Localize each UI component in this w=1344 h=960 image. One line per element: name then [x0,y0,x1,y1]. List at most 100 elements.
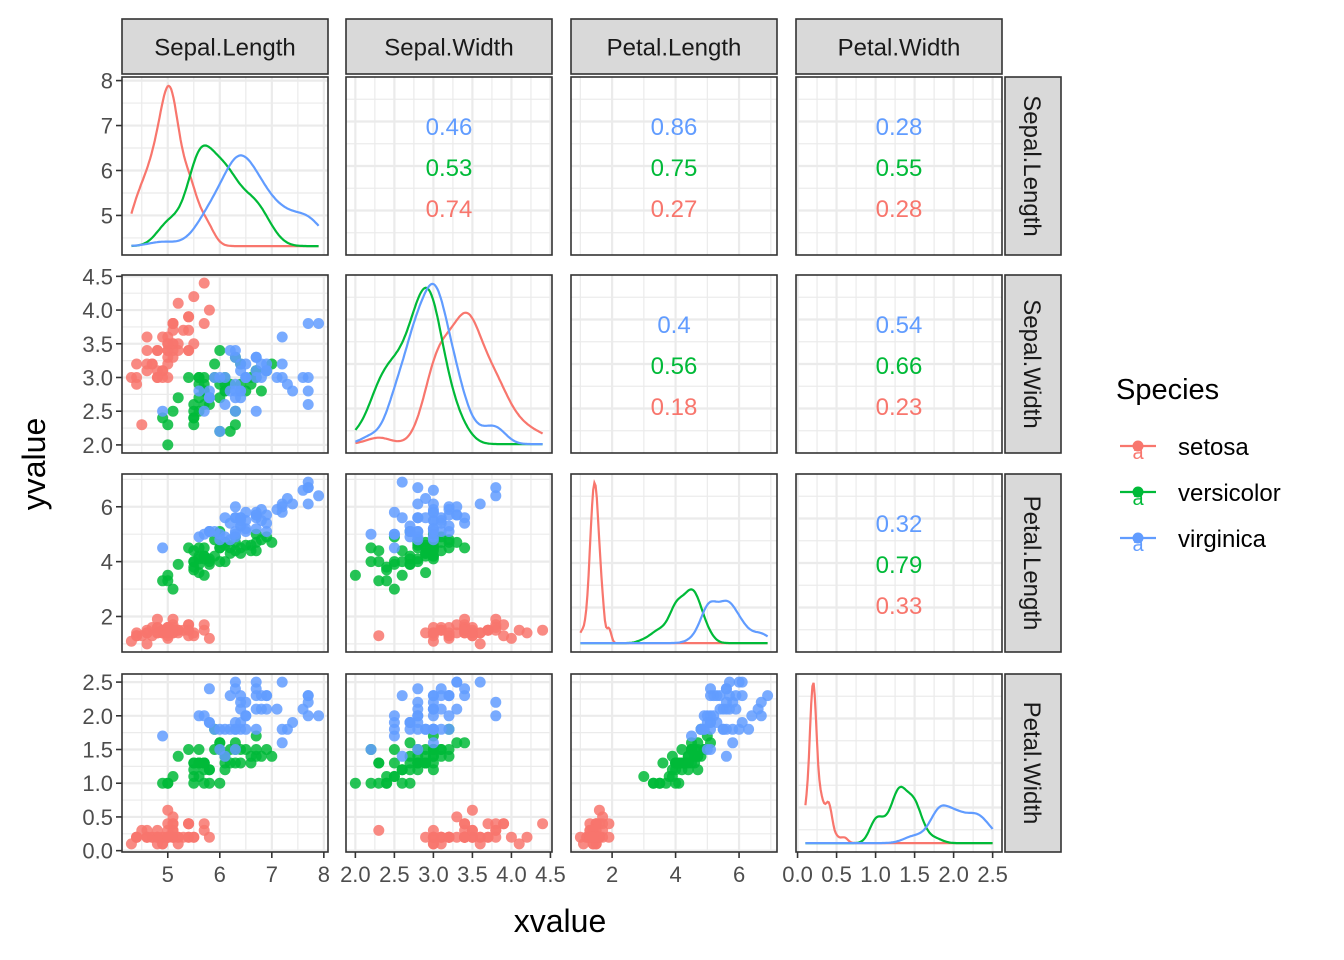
scatter-point-virginica [443,710,455,722]
scatter-point-virginica [427,498,439,510]
scatter-point-virginica [490,710,502,722]
scatter-point-versicolor [193,744,205,755]
scatter-point-virginica [705,723,716,735]
y-tick-label: 4 [101,550,113,575]
scatter-point-setosa [131,630,143,642]
y-tick-label: 2.0 [82,704,113,729]
panel-border [345,673,553,853]
scatter-point-setosa [451,627,463,639]
scatter-point-virginica [250,703,262,715]
x-tick-label: 2 [606,862,618,887]
scatter-point-virginica [276,372,288,383]
y-tick-label: 6 [101,158,113,183]
scatter-point-virginica [459,690,471,702]
scatter-point-virginica [224,345,236,356]
legend-label-versicolor: versicolor [1178,480,1281,507]
scatter-point-setosa [141,358,153,370]
scatter-point-virginica [302,710,314,722]
scatter-point-virginica [203,683,215,695]
scatter-point-virginica [451,509,463,521]
x-tick-label: 0.5 [821,862,852,887]
scatter-point-versicolor [396,764,408,776]
scatter-point-virginica [250,690,262,702]
scatter-point-versicolor [209,358,221,370]
scatter-point-virginica [412,534,424,546]
scatter-point-virginica [240,372,252,383]
legend-label-virginica: virginica [1178,526,1267,553]
scatter-point-versicolor [255,385,267,397]
scatter-point-virginica [730,690,742,702]
panel-border [795,76,1003,256]
scatter-point-virginica [229,501,241,513]
facet-strip-right-box [1004,473,1062,653]
panel-petal-width-vs-sepal-width [345,673,553,853]
scatter-point-setosa [183,311,195,323]
scatter-point-setosa [482,831,494,843]
scatter-point-versicolor [162,419,174,431]
scatter-point-setosa [482,818,494,830]
scatter-point-virginica [412,482,424,494]
scatter-point-setosa [151,345,163,356]
scatter-point-versicolor [443,744,455,755]
scatter-point-virginica [412,526,424,537]
scatter-point-versicolor [373,777,385,789]
x-axis-petal-length: 2 4 6 [606,852,745,887]
scatter-point-setosa [373,824,385,836]
x-tick-label: 4.0 [496,862,527,887]
scatter-point-setosa [466,630,478,642]
scatter-point-virginica [214,534,226,546]
scatter-point-versicolor [388,757,400,769]
scatter-point-virginica [746,710,758,722]
x-tick-label: 4 [669,862,681,887]
scatter-point-setosa [443,831,455,843]
scatter-point-virginica [412,717,424,728]
y-tick-label: 3.5 [82,332,113,357]
y-tick-label: 2.0 [82,433,113,458]
scatter-point-versicolor [420,744,432,755]
scatter-point-setosa [505,831,517,843]
scatter-point-virginica [302,399,314,410]
scatter-point-virginica [396,690,408,702]
scatter-point-setosa [537,818,549,830]
density-curve-virginica [131,154,320,247]
scatter-point-versicolor [427,750,439,762]
scatter-point-versicolor [219,556,231,568]
scatter-point-virginica [214,425,226,437]
scatter-point-virginica [276,331,288,343]
scatter-point-virginica [209,723,221,735]
correlation-label-setosa: 0.33 [876,593,923,620]
scatter-point-setosa [203,632,215,644]
scatter-point-versicolor [412,757,424,769]
panel-border [570,274,778,454]
scatter-point-virginica [250,676,262,688]
scatter-point-virginica [490,696,502,708]
scatter-point-virginica [302,318,314,329]
scatter-point-virginica [686,730,697,742]
scatter-point-versicolor [365,777,377,789]
scatter-point-versicolor [198,553,210,565]
scatter-point-versicolor [373,757,385,769]
scatter-point-setosa [151,824,163,836]
correlation-label-versicolor: 0.53 [426,155,473,182]
correlation-label-versicolor: 0.75 [651,155,698,182]
x-tick-label: 6 [733,862,745,887]
scatter-point-setosa [177,831,189,843]
x-tick-label: 3.0 [418,862,449,887]
scatter-point-versicolor [162,575,174,587]
scatter-point-virginica [490,490,502,502]
correlation-label-virginica: 0.4 [657,312,690,339]
scatter-point-virginica [240,523,252,535]
scatter-point-setosa [427,627,439,639]
scatter-point-virginica [276,358,288,370]
scatter-point-setosa [162,338,174,350]
scatter-point-versicolor [162,439,174,451]
scatter-point-setosa [435,831,447,843]
scatter-point-setosa [172,297,184,309]
scatter-point-virginica [276,506,288,518]
y-tick-label: 2.5 [82,399,113,424]
facet-strip-top-box [795,18,1003,75]
panel-sepal-width-vs-petal-width: 0.54 0.66 0.23 [795,274,1003,454]
scatter-point-setosa [131,372,143,383]
legend-item-virginica: a virginica [1120,526,1267,556]
scatter-point-versicolor [381,564,393,576]
